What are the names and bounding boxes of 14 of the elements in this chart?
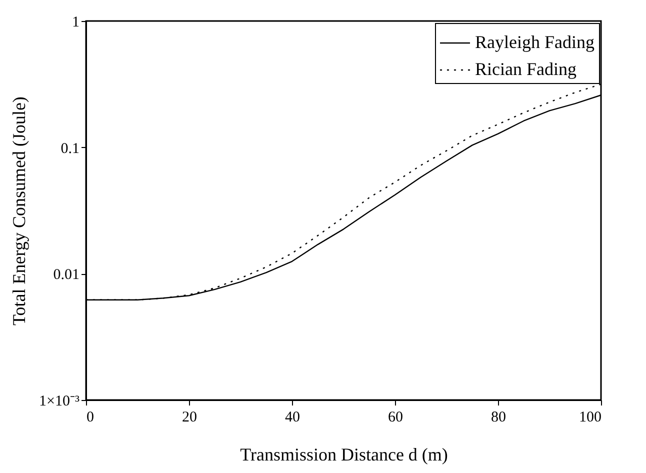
x-tick-label: 60 (388, 410, 403, 426)
y-tick-label: 1 (72, 14, 80, 30)
x-tick-label: 40 (285, 410, 300, 426)
legend-label: Rayleigh Fading (475, 32, 594, 52)
y-tick-label: 0.1 (60, 140, 80, 157)
x-tick-label: 0 (86, 410, 94, 426)
x-tick-label: 100 (579, 410, 602, 426)
x-tick-label: 20 (182, 410, 197, 426)
legend-label: Rician Fading (475, 59, 576, 79)
x-tick-label: 80 (491, 410, 506, 426)
y-tick-label: 0.01 (53, 267, 80, 284)
x-axis-title: Transmission Distance d (m) (240, 444, 448, 464)
y-axis-title: Total Energy Consumed (Joule) (9, 96, 30, 326)
y-tick-label: 1×10⁻³ (39, 394, 80, 410)
